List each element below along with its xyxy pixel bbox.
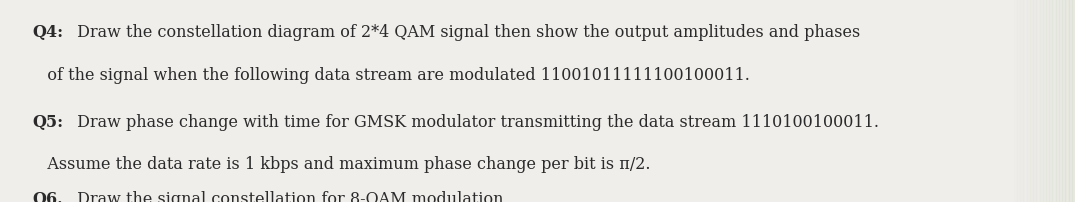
Bar — [1023, 0, 1027, 202]
Bar — [1059, 0, 1062, 202]
Text: Draw phase change with time for GMSK modulator transmitting the data stream 1110: Draw phase change with time for GMSK mod… — [72, 113, 879, 130]
Text: Draw the constellation diagram of 2*4 QAM signal then show the output amplitudes: Draw the constellation diagram of 2*4 QA… — [72, 24, 861, 41]
Bar — [1040, 0, 1043, 202]
Text: Q6.: Q6. — [32, 190, 62, 202]
Bar — [1056, 0, 1059, 202]
Text: of the signal when the following data stream are modulated 11001011111100100011.: of the signal when the following data st… — [32, 67, 750, 84]
Bar — [1020, 0, 1023, 202]
Text: Q4:: Q4: — [32, 24, 63, 41]
Bar — [1065, 0, 1069, 202]
Bar — [1033, 0, 1036, 202]
Bar — [1046, 0, 1049, 202]
Bar — [1062, 0, 1065, 202]
Bar — [1043, 0, 1046, 202]
Text: Draw the signal constellation for 8-QAM modulation: Draw the signal constellation for 8-QAM … — [72, 190, 503, 202]
Bar — [1014, 0, 1017, 202]
Bar — [1010, 0, 1014, 202]
Bar — [1036, 0, 1040, 202]
Bar — [1030, 0, 1033, 202]
Bar — [1052, 0, 1056, 202]
Bar — [1049, 0, 1052, 202]
Text: Q5:: Q5: — [32, 113, 63, 130]
Bar — [1027, 0, 1030, 202]
Bar — [1072, 0, 1075, 202]
Bar — [1017, 0, 1020, 202]
Text: Assume the data rate is 1 kbps and maximum phase change per bit is π/2.: Assume the data rate is 1 kbps and maxim… — [32, 156, 650, 173]
Bar — [1069, 0, 1072, 202]
